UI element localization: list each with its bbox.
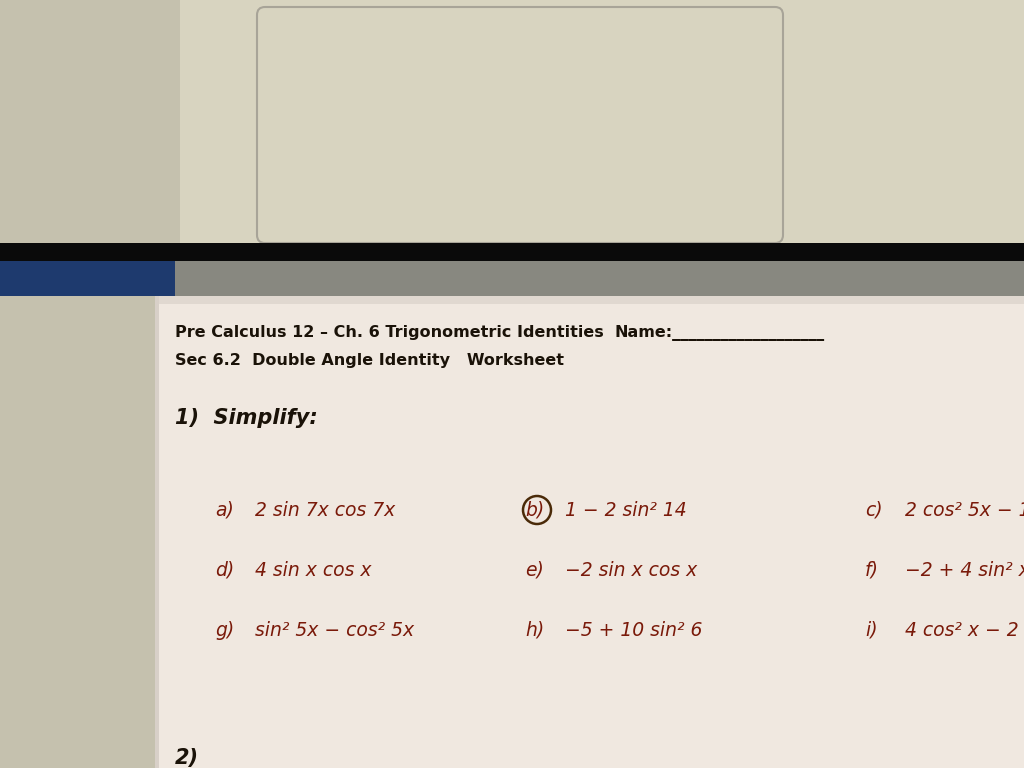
Text: d): d) — [215, 561, 234, 580]
Bar — [175, 261, 1024, 296]
Text: 2 sin 7x cos 7x: 2 sin 7x cos 7x — [255, 501, 395, 519]
Text: sin² 5x − cos² 5x: sin² 5x − cos² 5x — [255, 621, 414, 640]
Bar — [0, 0, 180, 768]
Text: e): e) — [525, 561, 544, 580]
Text: b): b) — [525, 501, 544, 519]
Text: −2 sin x cos x: −2 sin x cos x — [565, 561, 697, 580]
Text: −2 + 4 sin² x: −2 + 4 sin² x — [905, 561, 1024, 580]
Text: −5 + 10 sin² 6: −5 + 10 sin² 6 — [565, 621, 702, 640]
Text: Sec 6.2  Double Angle Identity   Worksheet: Sec 6.2 Double Angle Identity Worksheet — [175, 353, 564, 368]
Text: Name:___________________: Name:___________________ — [615, 325, 825, 341]
FancyBboxPatch shape — [257, 7, 783, 243]
Text: Pre Calculus 12 – Ch. 6 Trigonometric Identities: Pre Calculus 12 – Ch. 6 Trigonometric Id… — [175, 325, 604, 340]
Text: i): i) — [865, 621, 878, 640]
Bar — [155, 296, 159, 768]
Bar — [155, 296, 1024, 768]
Text: 2 cos² 5x − 1: 2 cos² 5x − 1 — [905, 501, 1024, 519]
Bar — [0, 243, 1024, 261]
Text: 4 cos² x − 2: 4 cos² x − 2 — [905, 621, 1019, 640]
Text: 1)  Simplify:: 1) Simplify: — [175, 408, 317, 428]
Text: 1 − 2 sin² 14: 1 − 2 sin² 14 — [565, 501, 687, 519]
Text: a): a) — [215, 501, 233, 519]
Bar — [0, 261, 175, 296]
Text: f): f) — [865, 561, 879, 580]
Text: 4 sin x cos x: 4 sin x cos x — [255, 561, 372, 580]
Text: 2): 2) — [175, 748, 199, 768]
Text: c): c) — [865, 501, 883, 519]
Bar — [155, 296, 1024, 304]
Text: g): g) — [215, 621, 234, 640]
Text: h): h) — [525, 621, 544, 640]
